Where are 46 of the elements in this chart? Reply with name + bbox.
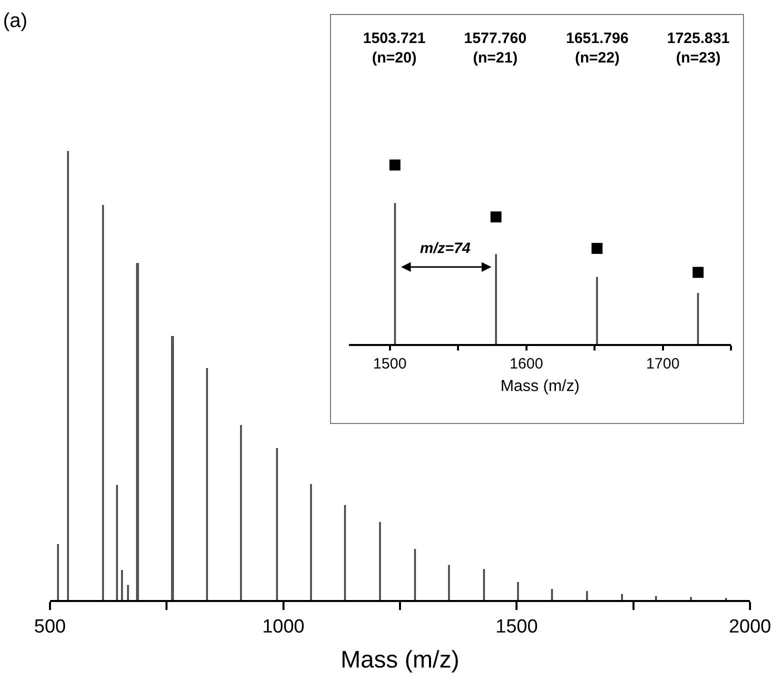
x-tick-label: 1500 <box>496 616 538 638</box>
text: 1651.796 (n=22) <box>566 30 629 66</box>
bar <box>136 263 139 600</box>
bar <box>690 597 692 600</box>
bar <box>206 368 208 600</box>
bar <box>414 549 416 600</box>
bar <box>57 544 59 600</box>
text: 1725.831 (n=23) <box>667 30 730 66</box>
bar <box>586 591 588 600</box>
bar <box>494 254 497 344</box>
bar <box>483 569 485 600</box>
annotation: m/z=74 <box>420 240 472 257</box>
bar <box>310 484 312 600</box>
bar <box>102 205 104 600</box>
bar <box>276 448 278 600</box>
x-tick-label: 1000 <box>262 616 304 638</box>
x-tick-label: 2000 <box>728 616 772 638</box>
text: 1577.760 (n=21) <box>464 30 527 66</box>
bar <box>116 485 118 600</box>
bar <box>596 276 598 344</box>
bar <box>379 522 381 600</box>
x-tick-label: 1700 <box>646 356 680 373</box>
x-axis-title: Mass (m/z) <box>500 378 580 395</box>
bar <box>448 565 450 600</box>
text: (a) <box>3 10 28 32</box>
bar <box>696 292 699 344</box>
bar <box>655 596 657 600</box>
bar <box>551 589 553 600</box>
point <box>592 242 603 254</box>
point <box>490 211 502 222</box>
bar <box>67 151 69 600</box>
bar <box>344 505 346 600</box>
bar <box>517 582 519 600</box>
x-tick-label: 500 <box>34 616 66 638</box>
bar <box>240 425 242 600</box>
point <box>692 266 704 278</box>
point <box>389 159 400 170</box>
bar <box>171 336 174 600</box>
x-tick-label: 1600 <box>510 356 544 373</box>
x-tick-label: 1500 <box>373 356 407 373</box>
bar <box>127 585 129 600</box>
bar <box>121 570 123 600</box>
text: 1503.721 (n=20) <box>363 30 426 66</box>
bar <box>394 202 396 344</box>
bar <box>621 594 623 600</box>
x-axis-title: Mass (m/z) <box>340 646 460 674</box>
